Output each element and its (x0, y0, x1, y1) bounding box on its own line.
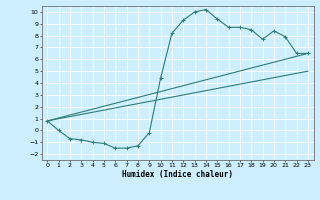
X-axis label: Humidex (Indice chaleur): Humidex (Indice chaleur) (122, 170, 233, 179)
